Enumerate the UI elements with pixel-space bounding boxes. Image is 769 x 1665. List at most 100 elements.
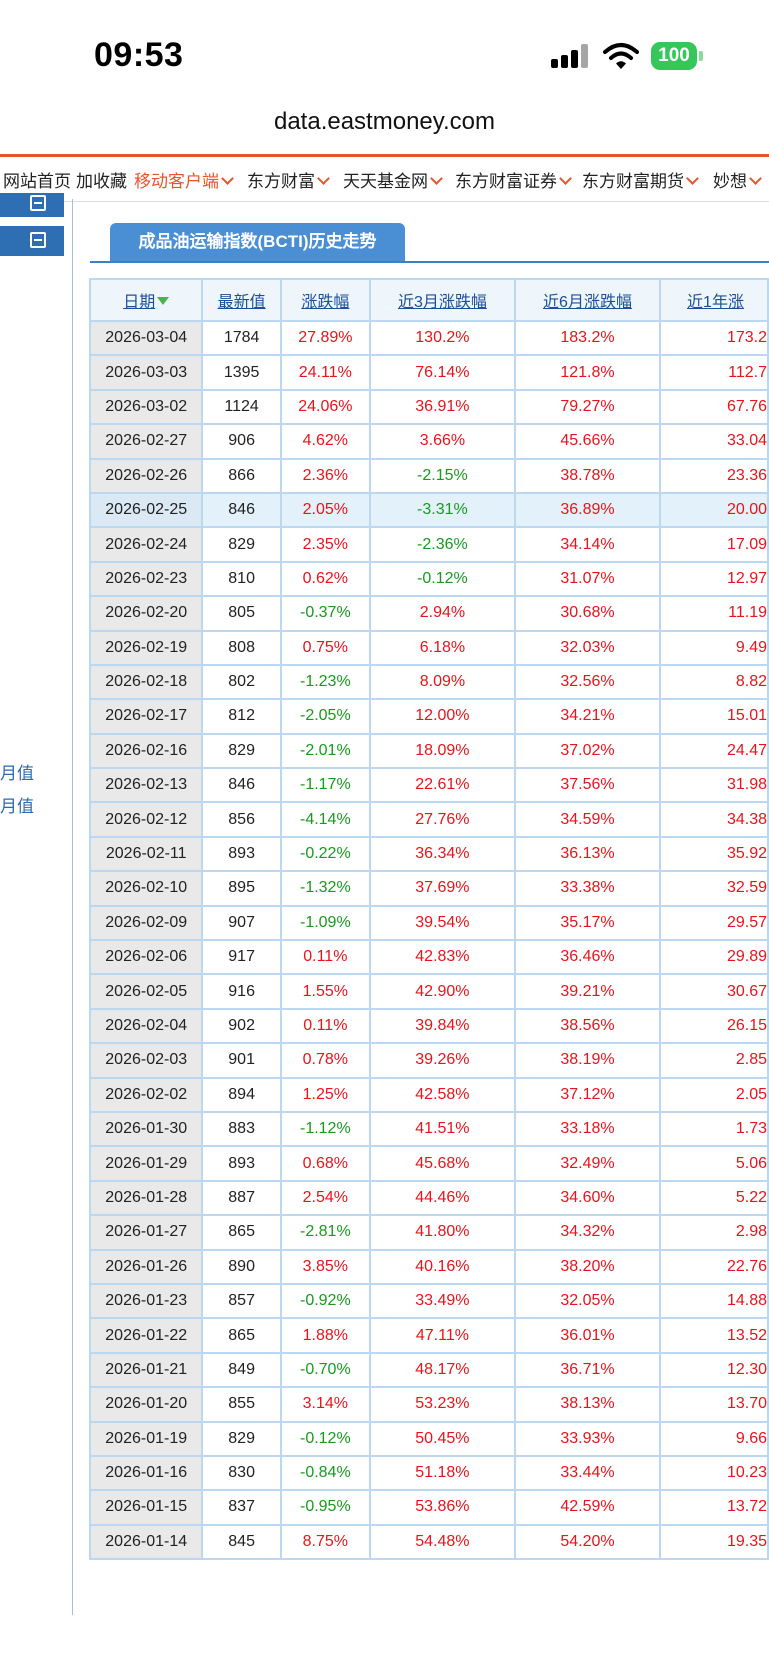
cell-6m-change: 32.49%	[513, 1145, 662, 1182]
table-row[interactable]: 2026-02-25 846 2.05% -3.31% 36.89% 20.00	[89, 491, 769, 529]
col-header-1y-change[interactable]: 近1年涨	[659, 278, 769, 322]
table-row[interactable]: 2026-01-14 845 8.75% 54.48% 54.20% 19.35	[89, 1523, 769, 1561]
table-row[interactable]: 2026-03-04 1784 27.89% 130.2% 183.2% 173.2	[89, 319, 769, 357]
cell-6m-change: 33.93%	[513, 1420, 662, 1457]
cell-date: 2026-03-03	[89, 354, 204, 391]
table-row[interactable]: 2026-01-15 837 -0.95% 53.86% 42.59% 13.72	[89, 1489, 769, 1526]
address-bar-url[interactable]: data.eastmoney.com	[273, 108, 495, 135]
table-row[interactable]: 2026-02-23 810 0.62% -0.12% 31.07% 12.97	[89, 560, 769, 598]
table-row[interactable]: 2026-02-04 902 0.11% 39.84% 38.56% 26.15	[89, 1007, 769, 1045]
cell-6m-change: 37.02%	[513, 732, 662, 770]
table-row[interactable]: 2026-02-16 829 -2.01% 18.09% 37.02% 24.47	[89, 732, 769, 770]
table-row[interactable]: 2026-02-11 893 -0.22% 36.34% 36.13% 35.92	[89, 835, 769, 873]
table-row[interactable]: 2026-03-03 1395 24.11% 76.14% 121.8% 112.7	[89, 354, 769, 391]
cell-3m-change: -0.12%	[368, 560, 516, 598]
cell-6m-change: 37.12%	[513, 1076, 662, 1113]
table-row[interactable]: 2026-02-17 812 -2.05% 12.00% 34.21% 15.01	[89, 698, 769, 735]
chevron-down-icon	[317, 172, 330, 185]
battery-level: 100	[651, 42, 697, 70]
nav-fund[interactable]: 天天基金网	[343, 167, 443, 192]
col-header-change[interactable]: 涨跌幅	[279, 278, 371, 322]
tab-bcti-history[interactable]: 成品油运输指数(BCTI)历史走势	[110, 223, 405, 261]
table-row[interactable]: 2026-02-24 829 2.35% -2.36% 34.14% 17.09	[89, 526, 769, 563]
table-row[interactable]: 2026-02-19 808 0.75% 6.18% 32.03% 9.49	[89, 629, 769, 666]
cell-change: 1.55%	[279, 973, 371, 1010]
cell-1y-change: 1.73	[659, 1110, 769, 1148]
cell-date: 2026-02-16	[89, 732, 204, 770]
table-row[interactable]: 2026-03-02 1124 24.06% 36.91% 79.27% 67.76	[89, 388, 769, 426]
col-header-3m-change[interactable]: 近3月涨跌幅	[368, 278, 516, 322]
cell-1y-change: 13.72	[659, 1489, 769, 1526]
expand-button[interactable]	[0, 193, 64, 217]
table-row[interactable]: 2026-01-30 883 -1.12% 41.51% 33.18% 1.73	[89, 1110, 769, 1148]
cell-date: 2026-02-18	[89, 663, 204, 701]
cell-date: 2026-02-27	[89, 423, 204, 460]
cell-change: -0.95%	[279, 1489, 371, 1526]
cell-latest: 830	[201, 1454, 282, 1492]
table-row[interactable]: 2026-01-22 865 1.88% 47.11% 36.01% 13.52	[89, 1317, 769, 1354]
cell-latest: 865	[201, 1317, 282, 1354]
table-row[interactable]: 2026-01-29 893 0.68% 45.68% 32.49% 5.06	[89, 1145, 769, 1182]
nav-miaoxiang[interactable]: 妙想	[713, 167, 762, 192]
clock: 09:53	[94, 36, 184, 74]
cell-6m-change: 32.56%	[513, 663, 662, 701]
cell-6m-change: 36.13%	[513, 835, 662, 873]
cell-1y-change: 24.47	[659, 732, 769, 770]
table-row[interactable]: 2026-02-10 895 -1.32% 37.69% 33.38% 32.59	[89, 870, 769, 907]
table-row[interactable]: 2026-02-09 907 -1.09% 39.54% 35.17% 29.57	[89, 904, 769, 942]
cell-6m-change: 36.01%	[513, 1317, 662, 1354]
nav-bookmark[interactable]: 加收藏	[76, 172, 127, 191]
table-row[interactable]: 2026-02-02 894 1.25% 42.58% 37.12% 2.05	[89, 1076, 769, 1113]
col-header-latest[interactable]: 最新值	[201, 278, 282, 322]
top-nav: 网站首页 加收藏 移动客户端 东方财富 天天基金网 东方财富证券 东方财富期货 …	[0, 154, 769, 202]
chevron-down-icon	[686, 172, 699, 185]
table-row[interactable]: 2026-02-06 917 0.11% 42.83% 36.46% 29.89	[89, 939, 769, 976]
cell-change: -1.32%	[279, 870, 371, 907]
table-row[interactable]: 2026-01-26 890 3.85% 40.16% 38.20% 22.76	[89, 1248, 769, 1285]
table-row[interactable]: 2026-01-20 855 3.14% 53.23% 38.13% 13.70	[89, 1386, 769, 1423]
cell-3m-change: 47.11%	[368, 1317, 516, 1354]
collapse-button[interactable]	[0, 226, 64, 256]
nav-futures[interactable]: 东方财富期货	[582, 167, 699, 192]
cell-1y-change: 12.30	[659, 1351, 769, 1389]
table-row[interactable]: 2026-02-03 901 0.78% 39.26% 38.19% 2.85	[89, 1042, 769, 1079]
sidebar-link-monthly-1[interactable]: 月值	[0, 764, 34, 783]
cell-3m-change: 36.91%	[368, 388, 516, 426]
sidebar-link-monthly-2[interactable]: 月值	[0, 797, 34, 816]
cell-change: -0.84%	[279, 1454, 371, 1492]
cell-change: -0.37%	[279, 595, 371, 632]
table-row[interactable]: 2026-01-27 865 -2.81% 41.80% 34.32% 2.98	[89, 1214, 769, 1251]
cell-date: 2026-02-19	[89, 629, 204, 666]
table-row[interactable]: 2026-01-19 829 -0.12% 50.45% 33.93% 9.66	[89, 1420, 769, 1457]
cell-latest: 855	[201, 1386, 282, 1423]
cell-3m-change: 42.90%	[368, 973, 516, 1010]
cell-3m-change: 39.54%	[368, 904, 516, 942]
table-row[interactable]: 2026-02-20 805 -0.37% 2.94% 30.68% 11.19	[89, 595, 769, 632]
table-row[interactable]: 2026-02-26 866 2.36% -2.15% 38.78% 23.36	[89, 457, 769, 494]
cell-3m-change: 3.66%	[368, 423, 516, 460]
table-row[interactable]: 2026-02-18 802 -1.23% 8.09% 32.56% 8.82	[89, 663, 769, 701]
table-row[interactable]: 2026-01-21 849 -0.70% 48.17% 36.71% 12.30	[89, 1351, 769, 1389]
cell-change: 2.35%	[279, 526, 371, 563]
cell-3m-change: 42.83%	[368, 939, 516, 976]
table-row[interactable]: 2026-02-13 846 -1.17% 22.61% 37.56% 31.98	[89, 767, 769, 804]
cell-date: 2026-01-27	[89, 1214, 204, 1251]
cell-date: 2026-02-04	[89, 1007, 204, 1045]
table-row[interactable]: 2026-01-28 887 2.54% 44.46% 34.60% 5.22	[89, 1179, 769, 1217]
table-row[interactable]: 2026-02-05 916 1.55% 42.90% 39.21% 30.67	[89, 973, 769, 1010]
col-header-date[interactable]: 日期	[89, 278, 204, 322]
table-row[interactable]: 2026-02-12 856 -4.14% 27.76% 34.59% 34.38	[89, 801, 769, 838]
cell-3m-change: 6.18%	[368, 629, 516, 666]
nav-home[interactable]: 网站首页	[3, 172, 71, 191]
nav-mobile-client[interactable]: 移动客户端	[134, 167, 234, 192]
table-row[interactable]: 2026-01-23 857 -0.92% 33.49% 32.05% 14.88	[89, 1282, 769, 1320]
nav-eastmoney[interactable]: 东方财富	[247, 167, 330, 192]
cell-6m-change: 183.2%	[513, 319, 662, 357]
table-row[interactable]: 2026-02-27 906 4.62% 3.66% 45.66% 33.04	[89, 423, 769, 460]
table-row[interactable]: 2026-01-16 830 -0.84% 51.18% 33.44% 10.23	[89, 1454, 769, 1492]
cell-6m-change: 35.17%	[513, 904, 662, 942]
col-header-6m-change[interactable]: 近6月涨跌幅	[513, 278, 662, 322]
cell-1y-change: 67.76	[659, 388, 769, 426]
nav-securities[interactable]: 东方财富证券	[455, 167, 572, 192]
cell-6m-change: 37.56%	[513, 767, 662, 804]
